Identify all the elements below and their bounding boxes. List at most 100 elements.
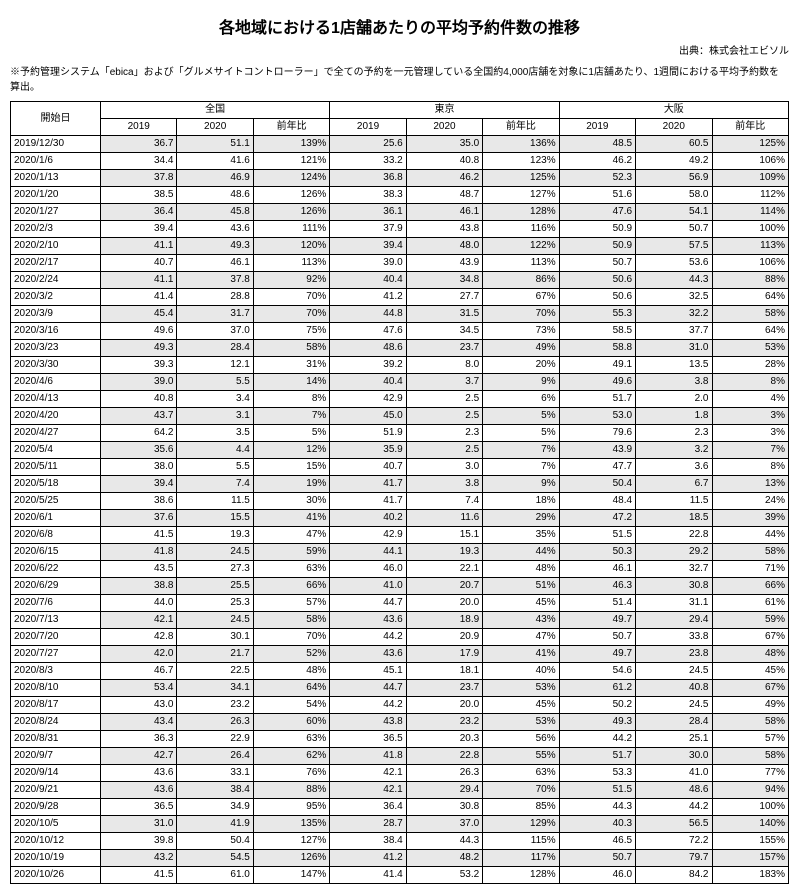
- table-row: 2020/6/137.615.541%40.211.629%47.218.539…: [11, 510, 789, 527]
- cell-value: 52%: [253, 646, 329, 663]
- cell-value: 25.1: [636, 731, 712, 748]
- cell-value: 40.8: [636, 680, 712, 697]
- cell-value: 155%: [712, 833, 789, 850]
- cell-value: 63%: [253, 731, 329, 748]
- cell-value: 113%: [483, 255, 559, 272]
- cell-value: 36.4: [330, 799, 406, 816]
- header-subcol: 前年比: [253, 119, 329, 136]
- cell-value: 125%: [483, 170, 559, 187]
- cell-value: 50.7: [559, 629, 635, 646]
- cell-value: 51.4: [559, 595, 635, 612]
- cell-value: 38.4: [330, 833, 406, 850]
- cell-value: 19.3: [406, 544, 482, 561]
- cell-value: 46.5: [559, 833, 635, 850]
- cell-value: 23.8: [636, 646, 712, 663]
- cell-value: 51.7: [559, 391, 635, 408]
- cell-value: 36.5: [101, 799, 177, 816]
- cell-value: 53.6: [636, 255, 712, 272]
- cell-value: 121%: [253, 153, 329, 170]
- cell-date: 2020/10/5: [11, 816, 101, 833]
- cell-value: 3.4: [177, 391, 253, 408]
- cell-date: 2020/2/17: [11, 255, 101, 272]
- cell-value: 49%: [483, 340, 559, 357]
- cell-value: 95%: [253, 799, 329, 816]
- cell-date: 2020/8/24: [11, 714, 101, 731]
- cell-value: 55%: [483, 748, 559, 765]
- cell-value: 26.3: [177, 714, 253, 731]
- cell-value: 128%: [483, 867, 559, 884]
- cell-value: 18%: [483, 493, 559, 510]
- table-row: 2020/2/2441.137.892%40.434.886%50.644.38…: [11, 272, 789, 289]
- cell-value: 29.4: [636, 612, 712, 629]
- cell-value: 92%: [253, 272, 329, 289]
- cell-value: 40%: [483, 663, 559, 680]
- cell-value: 64%: [712, 289, 789, 306]
- cell-value: 28.7: [330, 816, 406, 833]
- cell-value: 13.5: [636, 357, 712, 374]
- cell-date: 2020/9/7: [11, 748, 101, 765]
- cell-value: 40.7: [101, 255, 177, 272]
- cell-date: 2020/7/27: [11, 646, 101, 663]
- cell-date: 2020/9/28: [11, 799, 101, 816]
- cell-value: 46.9: [177, 170, 253, 187]
- cell-value: 43.5: [101, 561, 177, 578]
- cell-value: 8%: [253, 391, 329, 408]
- cell-value: 34.1: [177, 680, 253, 697]
- cell-value: 66%: [253, 578, 329, 595]
- cell-value: 7.4: [406, 493, 482, 510]
- cell-value: 58.8: [559, 340, 635, 357]
- table-row: 2020/8/1053.434.164%44.723.753%61.240.86…: [11, 680, 789, 697]
- cell-value: 127%: [483, 187, 559, 204]
- cell-value: 39.0: [101, 374, 177, 391]
- cell-value: 37.6: [101, 510, 177, 527]
- cell-value: 61.0: [177, 867, 253, 884]
- table-row: 2020/5/2538.611.530%41.77.418%48.411.524…: [11, 493, 789, 510]
- table-row: 2020/6/2243.527.363%46.022.148%46.132.77…: [11, 561, 789, 578]
- cell-value: 50.4: [559, 476, 635, 493]
- cell-value: 70%: [253, 306, 329, 323]
- cell-value: 33.2: [330, 153, 406, 170]
- cell-value: 57%: [253, 595, 329, 612]
- table-body: 2019/12/3036.751.1139%25.635.0136%48.560…: [11, 136, 789, 884]
- cell-value: 23.7: [406, 680, 482, 697]
- cell-value: 64%: [712, 323, 789, 340]
- cell-value: 24%: [712, 493, 789, 510]
- cell-value: 3.5: [177, 425, 253, 442]
- cell-date: 2020/6/1: [11, 510, 101, 527]
- cell-date: 2020/2/10: [11, 238, 101, 255]
- cell-value: 33.8: [636, 629, 712, 646]
- cell-value: 77%: [712, 765, 789, 782]
- header-region-1: 東京: [330, 102, 559, 119]
- cell-value: 41.8: [330, 748, 406, 765]
- cell-value: 22.8: [406, 748, 482, 765]
- cell-value: 19.3: [177, 527, 253, 544]
- cell-value: 44.7: [330, 680, 406, 697]
- cell-value: 124%: [253, 170, 329, 187]
- cell-value: 39.3: [101, 357, 177, 374]
- cell-value: 50.4: [177, 833, 253, 850]
- cell-value: 106%: [712, 255, 789, 272]
- cell-value: 48.7: [406, 187, 482, 204]
- cell-value: 3.7: [406, 374, 482, 391]
- cell-value: 135%: [253, 816, 329, 833]
- table-row: 2020/8/1743.023.254%44.220.045%50.224.54…: [11, 697, 789, 714]
- cell-value: 51.5: [559, 782, 635, 799]
- cell-value: 14%: [253, 374, 329, 391]
- cell-value: 28.4: [636, 714, 712, 731]
- cell-value: 88%: [712, 272, 789, 289]
- cell-value: 40.8: [101, 391, 177, 408]
- cell-value: 31%: [253, 357, 329, 374]
- cell-value: 44.2: [330, 629, 406, 646]
- cell-value: 30.8: [636, 578, 712, 595]
- cell-value: 24.5: [177, 544, 253, 561]
- cell-value: 50.6: [559, 272, 635, 289]
- cell-value: 71%: [712, 561, 789, 578]
- cell-value: 26.4: [177, 748, 253, 765]
- cell-value: 47.6: [330, 323, 406, 340]
- cell-value: 2.5: [406, 408, 482, 425]
- cell-value: 126%: [253, 204, 329, 221]
- cell-value: 43.8: [330, 714, 406, 731]
- cell-date: 2020/6/15: [11, 544, 101, 561]
- cell-value: 58.5: [559, 323, 635, 340]
- cell-value: 2.5: [406, 442, 482, 459]
